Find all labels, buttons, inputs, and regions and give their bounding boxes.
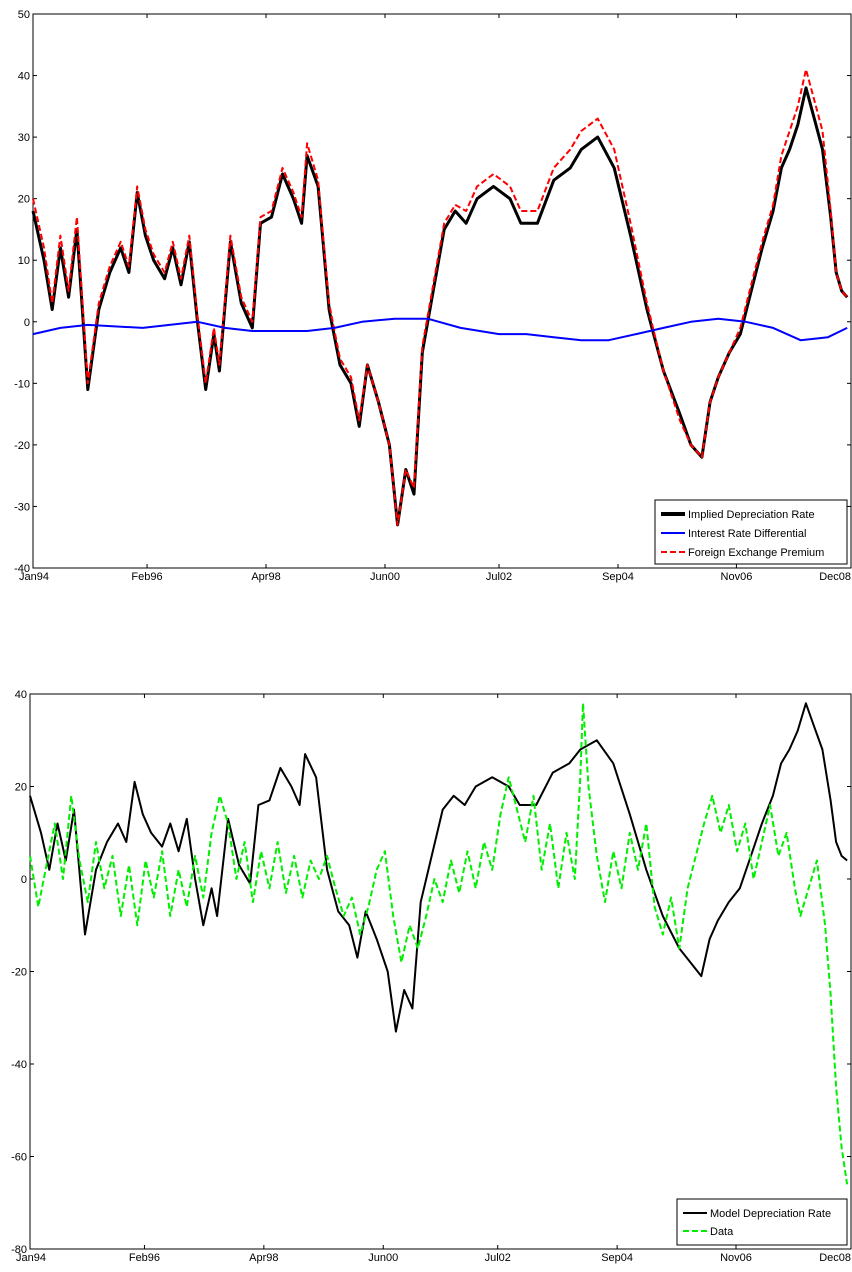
x-tick-label: Apr98 [249, 1252, 278, 1264]
legend-box [676, 1198, 848, 1246]
x-tick-label: Feb96 [131, 571, 162, 583]
x-tick-label: Dec08 [819, 571, 851, 583]
legend-box [654, 499, 848, 565]
y-tick-label: -20 [11, 967, 27, 979]
y-tick-label: -60 [11, 1152, 27, 1164]
x-tick-label: Jul02 [485, 1252, 511, 1264]
x-tick-label: Sep04 [602, 571, 634, 583]
x-tick-label: Jun00 [370, 571, 400, 583]
x-tick-label: Feb96 [129, 1252, 160, 1264]
x-tick-label: Jun00 [368, 1252, 398, 1264]
y-tick-label: -80 [11, 1244, 27, 1256]
x-tick-label: Sep04 [601, 1252, 633, 1264]
series-line-foreign-exchange-premium [32, 68, 848, 526]
y-tick-label: 30 [18, 132, 30, 144]
x-tick-label: Jul02 [486, 571, 512, 583]
series-line-interest-rate-differential [32, 317, 848, 342]
x-tick-label: Jan94 [19, 571, 49, 583]
y-tick-label: 40 [15, 689, 27, 701]
x-tick-label: Nov06 [721, 571, 753, 583]
x-tick-label: Dec08 [819, 1252, 851, 1264]
x-tick-label: Apr98 [251, 571, 280, 583]
y-tick-label: 20 [15, 782, 27, 794]
x-tick-label: Nov06 [720, 1252, 752, 1264]
plot-area [32, 13, 852, 569]
y-tick-label: 40 [18, 71, 30, 83]
legend-label: Model Depreciation Rate [710, 1208, 831, 1220]
legend-label: Foreign Exchange Premium [688, 547, 824, 559]
y-tick-label: 20 [18, 194, 30, 206]
legend-label: Data [710, 1226, 734, 1238]
y-tick-label: 0 [21, 874, 27, 886]
legend-label: Interest Rate Differential [688, 528, 806, 540]
y-tick-label: -20 [14, 440, 30, 452]
legend-label: Implied Depreciation Rate [688, 509, 815, 521]
y-tick-label: 10 [18, 255, 30, 267]
y-tick-label: -10 [14, 378, 30, 390]
x-tick-label: Jan94 [16, 1252, 46, 1264]
y-tick-label: -40 [11, 1059, 27, 1071]
y-tick-label: 50 [18, 9, 30, 21]
series-line-model-depreciation-rate [29, 702, 848, 1033]
series-line-data [29, 702, 849, 1185]
y-tick-label: -30 [14, 501, 30, 513]
y-tick-label: 0 [24, 317, 30, 329]
y-tick-label: -40 [14, 563, 30, 575]
